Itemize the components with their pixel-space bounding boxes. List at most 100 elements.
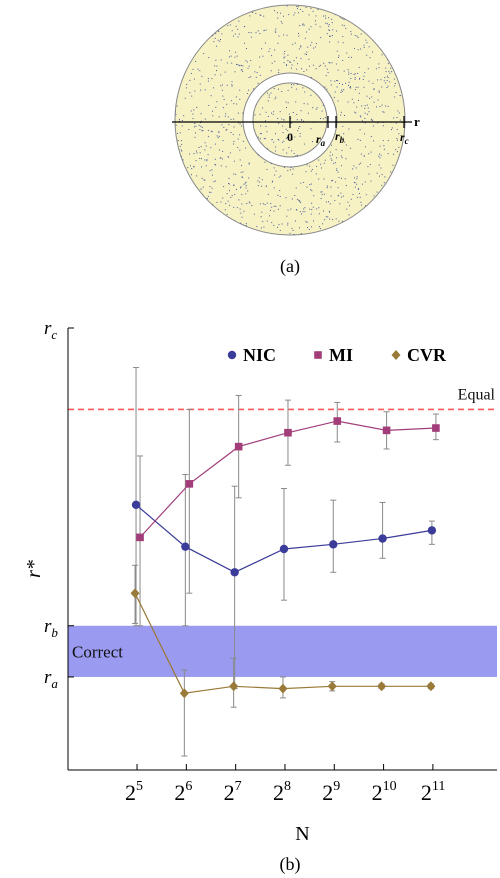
texture-dot: [288, 147, 290, 149]
texture-dot: [404, 83, 405, 85]
texture-dot: [266, 220, 268, 222]
texture-dot: [296, 6, 298, 7]
texture-dot: [311, 209, 313, 211]
texture-dot: [373, 140, 375, 142]
texture-dot: [286, 215, 288, 217]
texture-dot: [234, 227, 236, 229]
texture-dot: [340, 111, 342, 113]
texture-dot: [231, 62, 233, 64]
texture-dot: [212, 231, 214, 233]
y-axis-label: r*: [23, 560, 45, 578]
texture-dot: [177, 75, 179, 77]
texture-dot: [292, 112, 294, 113]
texture-dot: [383, 148, 385, 150]
texture-dot: [200, 188, 202, 190]
texture-dot: [252, 12, 254, 13]
texture-dot: [396, 189, 398, 191]
texture-dot: [293, 14, 295, 16]
texture-dot: [277, 42, 279, 44]
texture-dot: [307, 103, 309, 105]
texture-dot: [320, 198, 322, 199]
texture-dot: [285, 101, 287, 103]
texture-dot: [218, 31, 220, 33]
texture-dot: [241, 176, 243, 178]
texture-dot: [296, 209, 298, 211]
texture-dot: [343, 25, 345, 27]
texture-dot: [331, 22, 333, 24]
texture-dot: [245, 6, 247, 8]
texture-dot: [382, 23, 383, 25]
x-tick-label: 210: [372, 779, 397, 805]
texture-dot: [287, 222, 289, 224]
texture-dot: [190, 165, 191, 167]
texture-dot: [194, 200, 196, 202]
texture-dot: [264, 137, 266, 139]
texture-dot: [215, 33, 217, 35]
texture-dot: [368, 9, 370, 11]
texture-dot: [198, 124, 200, 126]
texture-dot: [310, 170, 312, 172]
texture-dot: [373, 14, 375, 16]
texture-dot: [218, 116, 220, 118]
texture-dot: [178, 45, 180, 47]
texture-dot: [302, 24, 304, 26]
texture-dot: [326, 33, 328, 35]
texture-dot: [376, 172, 378, 174]
texture-dot: [214, 158, 216, 160]
texture-dot: [230, 132, 232, 133]
texture-dot: [214, 143, 216, 145]
texture-dot: [368, 173, 370, 175]
texture-dot: [279, 229, 281, 231]
texture-dot: [233, 160, 235, 162]
texture-dot: [342, 60, 344, 61]
texture-dot: [316, 107, 318, 109]
texture-dot: [206, 28, 208, 30]
texture-dot: [399, 179, 400, 181]
texture-dot: [365, 194, 367, 196]
texture-dot: [199, 26, 201, 28]
texture-dot: [398, 225, 400, 227]
texture-dot: [268, 94, 270, 96]
texture-dot: [295, 101, 297, 103]
texture-dot: [381, 192, 382, 194]
texture-dot: [343, 89, 345, 91]
texture-dot: [239, 134, 241, 136]
texture-dot: [180, 205, 182, 207]
texture-dot: [294, 12, 296, 14]
texture-dot: [239, 89, 241, 91]
texture-dot: [394, 96, 396, 98]
texture-dot: [202, 130, 204, 131]
texture-dot: [255, 76, 257, 78]
texture-dot: [226, 11, 228, 13]
texture-dot: [275, 31, 277, 33]
texture-dot: [227, 25, 229, 27]
texture-dot: [358, 219, 360, 221]
texture-dot: [352, 225, 354, 227]
texture-dot: [393, 117, 395, 119]
texture-dot: [235, 189, 237, 191]
nic-point: [378, 534, 387, 543]
texture-dot: [240, 186, 242, 188]
texture-dot: [196, 208, 198, 210]
texture-dot: [337, 57, 339, 58]
texture-dot: [283, 166, 285, 168]
texture-dot: [311, 202, 313, 204]
texture-dot: [386, 80, 388, 82]
texture-dot: [273, 187, 275, 189]
texture-dot: [175, 35, 177, 37]
texture-dot: [235, 96, 237, 98]
texture-dot: [203, 53, 205, 55]
texture-dot: [203, 230, 205, 232]
texture-dot: [198, 230, 200, 232]
texture-dot: [248, 32, 250, 33]
texture-dot: [214, 65, 216, 67]
texture-dot: [356, 106, 358, 108]
texture-dot: [361, 105, 363, 107]
nic-point: [427, 526, 437, 535]
texture-dot: [194, 90, 196, 92]
texture-dot: [183, 64, 185, 65]
legend-label-mi: MI: [329, 345, 353, 365]
texture-dot: [320, 64, 322, 66]
texture-dot: [339, 203, 341, 205]
texture-dot: [201, 177, 203, 179]
